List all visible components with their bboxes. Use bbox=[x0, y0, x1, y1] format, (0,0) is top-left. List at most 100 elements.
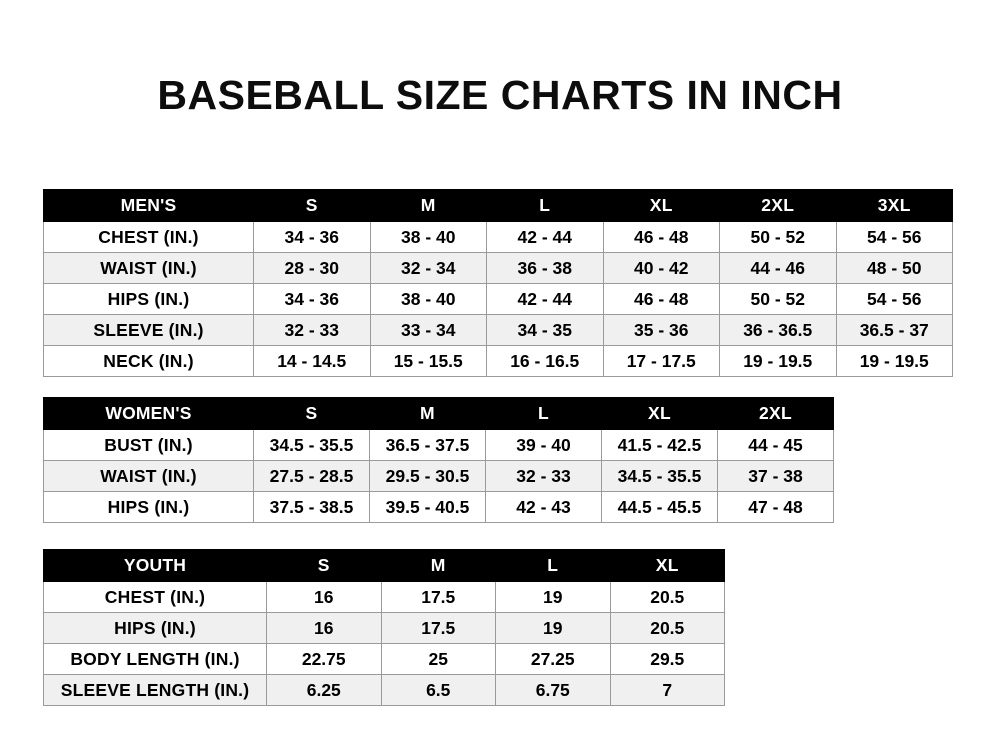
cell-value: 19 bbox=[495, 612, 611, 644]
youth-header-row: YOUTH S M L XL bbox=[43, 549, 725, 582]
table-row: HIPS (IN.) 16 17.5 19 20.5 bbox=[43, 612, 725, 644]
cell-value: 54 - 56 bbox=[835, 221, 953, 253]
mens-header-3xl: 3XL bbox=[835, 189, 953, 222]
youth-table-body: CHEST (IN.) 16 17.5 19 20.5 HIPS (IN.) 1… bbox=[43, 581, 725, 706]
mens-header-m: M bbox=[369, 189, 487, 222]
womens-header-m: M bbox=[369, 397, 486, 430]
womens-header-row: WOMEN'S S M L XL 2XL bbox=[43, 397, 834, 430]
cell-value: 17.5 bbox=[380, 581, 496, 613]
cell-value: 14 - 14.5 bbox=[253, 345, 371, 377]
row-label: NECK (IN.) bbox=[43, 345, 254, 377]
womens-chart-block: WOMEN'S S M L XL 2XL BUST (IN.) 34.5 - 3… bbox=[43, 397, 834, 523]
cell-value: 54 - 56 bbox=[835, 283, 953, 315]
row-label: BODY LENGTH (IN.) bbox=[43, 643, 267, 675]
cell-value: 35 - 36 bbox=[602, 314, 720, 346]
cell-value: 44 - 45 bbox=[717, 429, 834, 461]
row-label: WAIST (IN.) bbox=[43, 460, 254, 492]
cell-value: 20.5 bbox=[609, 581, 725, 613]
cell-value: 34.5 - 35.5 bbox=[601, 460, 718, 492]
womens-header-s: S bbox=[253, 397, 370, 430]
cell-value: 50 - 52 bbox=[719, 283, 837, 315]
womens-table-head: WOMEN'S S M L XL 2XL bbox=[43, 397, 834, 430]
mens-table-head: MEN'S S M L XL 2XL 3XL bbox=[43, 189, 953, 222]
row-label: WAIST (IN.) bbox=[43, 252, 254, 284]
cell-value: 7 bbox=[609, 674, 725, 706]
cell-value: 38 - 40 bbox=[369, 283, 487, 315]
cell-value: 28 - 30 bbox=[253, 252, 371, 284]
cell-value: 32 - 33 bbox=[485, 460, 602, 492]
cell-value: 50 - 52 bbox=[719, 221, 837, 253]
cell-value: 34 - 35 bbox=[486, 314, 604, 346]
table-row: BUST (IN.) 34.5 - 35.5 36.5 - 37.5 39 - … bbox=[43, 429, 834, 461]
mens-header-2xl: 2XL bbox=[719, 189, 837, 222]
youth-header-m: M bbox=[380, 549, 496, 582]
cell-value: 42 - 44 bbox=[486, 283, 604, 315]
cell-value: 6.25 bbox=[266, 674, 382, 706]
cell-value: 19 - 19.5 bbox=[835, 345, 953, 377]
youth-header-xl: XL bbox=[609, 549, 725, 582]
table-row: WAIST (IN.) 27.5 - 28.5 29.5 - 30.5 32 -… bbox=[43, 460, 834, 492]
cell-value: 36.5 - 37 bbox=[835, 314, 953, 346]
cell-value: 36 - 38 bbox=[486, 252, 604, 284]
cell-value: 29.5 - 30.5 bbox=[369, 460, 486, 492]
youth-header-s: S bbox=[266, 549, 382, 582]
youth-header-l: L bbox=[495, 549, 611, 582]
cell-value: 34.5 - 35.5 bbox=[253, 429, 370, 461]
row-label: CHEST (IN.) bbox=[43, 221, 254, 253]
cell-value: 6.75 bbox=[495, 674, 611, 706]
cell-value: 22.75 bbox=[266, 643, 382, 675]
cell-value: 36.5 - 37.5 bbox=[369, 429, 486, 461]
mens-header-category: MEN'S bbox=[43, 189, 254, 222]
mens-header-l: L bbox=[486, 189, 604, 222]
page-title: BASEBALL SIZE CHARTS IN INCH bbox=[157, 72, 843, 118]
row-label: BUST (IN.) bbox=[43, 429, 254, 461]
mens-header-xl: XL bbox=[602, 189, 720, 222]
womens-size-table: WOMEN'S S M L XL 2XL BUST (IN.) 34.5 - 3… bbox=[43, 397, 834, 523]
cell-value: 34 - 36 bbox=[253, 283, 371, 315]
mens-header-row: MEN'S S M L XL 2XL 3XL bbox=[43, 189, 953, 222]
cell-value: 19 - 19.5 bbox=[719, 345, 837, 377]
mens-header-s: S bbox=[253, 189, 371, 222]
cell-value: 15 - 15.5 bbox=[369, 345, 487, 377]
cell-value: 36 - 36.5 bbox=[719, 314, 837, 346]
cell-value: 37 - 38 bbox=[717, 460, 834, 492]
mens-table-body: CHEST (IN.) 34 - 36 38 - 40 42 - 44 46 -… bbox=[43, 221, 953, 377]
cell-value: 6.5 bbox=[380, 674, 496, 706]
cell-value: 32 - 33 bbox=[253, 314, 371, 346]
row-label: SLEEVE (IN.) bbox=[43, 314, 254, 346]
cell-value: 32 - 34 bbox=[369, 252, 487, 284]
cell-value: 41.5 - 42.5 bbox=[601, 429, 718, 461]
cell-value: 47 - 48 bbox=[717, 491, 834, 523]
cell-value: 27.25 bbox=[495, 643, 611, 675]
cell-value: 16 bbox=[266, 581, 382, 613]
cell-value: 20.5 bbox=[609, 612, 725, 644]
cell-value: 42 - 44 bbox=[486, 221, 604, 253]
cell-value: 37.5 - 38.5 bbox=[253, 491, 370, 523]
youth-table-head: YOUTH S M L XL bbox=[43, 549, 725, 582]
table-row: BODY LENGTH (IN.) 22.75 25 27.25 29.5 bbox=[43, 643, 725, 675]
mens-chart-block: MEN'S S M L XL 2XL 3XL CHEST (IN.) 34 - … bbox=[43, 189, 953, 377]
cell-value: 17 - 17.5 bbox=[602, 345, 720, 377]
cell-value: 46 - 48 bbox=[602, 283, 720, 315]
cell-value: 17.5 bbox=[380, 612, 496, 644]
womens-header-2xl: 2XL bbox=[717, 397, 834, 430]
table-row: HIPS (IN.) 37.5 - 38.5 39.5 - 40.5 42 - … bbox=[43, 491, 834, 523]
table-row: CHEST (IN.) 16 17.5 19 20.5 bbox=[43, 581, 725, 613]
cell-value: 46 - 48 bbox=[602, 221, 720, 253]
cell-value: 16 bbox=[266, 612, 382, 644]
cell-value: 16 - 16.5 bbox=[486, 345, 604, 377]
cell-value: 29.5 bbox=[609, 643, 725, 675]
cell-value: 39 - 40 bbox=[485, 429, 602, 461]
youth-header-category: YOUTH bbox=[43, 549, 267, 582]
womens-table-body: BUST (IN.) 34.5 - 35.5 36.5 - 37.5 39 - … bbox=[43, 429, 834, 523]
womens-header-xl: XL bbox=[601, 397, 718, 430]
cell-value: 39.5 - 40.5 bbox=[369, 491, 486, 523]
row-label: CHEST (IN.) bbox=[43, 581, 267, 613]
cell-value: 27.5 - 28.5 bbox=[253, 460, 370, 492]
table-row: SLEEVE (IN.) 32 - 33 33 - 34 34 - 35 35 … bbox=[43, 314, 953, 346]
mens-size-table: MEN'S S M L XL 2XL 3XL CHEST (IN.) 34 - … bbox=[43, 189, 953, 377]
row-label: HIPS (IN.) bbox=[43, 491, 254, 523]
table-row: WAIST (IN.) 28 - 30 32 - 34 36 - 38 40 -… bbox=[43, 252, 953, 284]
cell-value: 40 - 42 bbox=[602, 252, 720, 284]
cell-value: 42 - 43 bbox=[485, 491, 602, 523]
